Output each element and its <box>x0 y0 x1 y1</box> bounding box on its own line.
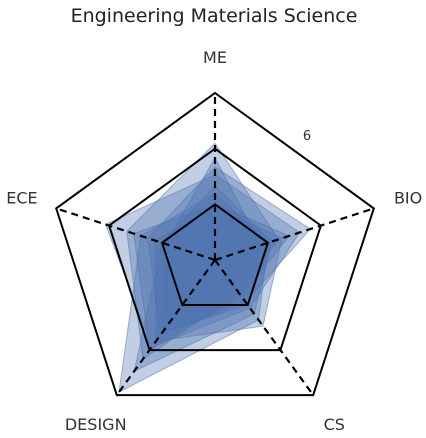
spoke-design <box>115 259 216 396</box>
axis-label-cs: CS <box>324 415 345 434</box>
series-polygon-8 <box>154 207 283 342</box>
series-layer <box>104 142 312 393</box>
grid-rings <box>55 91 375 397</box>
grid-ring-1 <box>160 203 270 306</box>
spoke-cs <box>214 259 315 396</box>
chart-title: Engineering Materials Science <box>71 5 358 27</box>
series-polygon-5 <box>133 185 273 372</box>
grid-ring-3 <box>55 91 375 397</box>
series-polygon-7 <box>162 156 262 333</box>
ring-tick-label: 6 <box>303 129 311 144</box>
spoke-ece <box>55 207 216 262</box>
axis-label-me: ME <box>203 48 227 67</box>
axis-label-design: DESIGN <box>65 415 127 434</box>
axis-label-bio: BIO <box>394 188 422 207</box>
grid-spokes <box>55 93 375 396</box>
series-polygon-6 <box>133 203 290 351</box>
grid-ring-2 <box>107 147 323 352</box>
axis-labels: ME BIO CS DESIGN ECE <box>6 48 422 434</box>
spoke-bio <box>214 207 375 262</box>
axis-label-ece: ECE <box>6 188 37 207</box>
